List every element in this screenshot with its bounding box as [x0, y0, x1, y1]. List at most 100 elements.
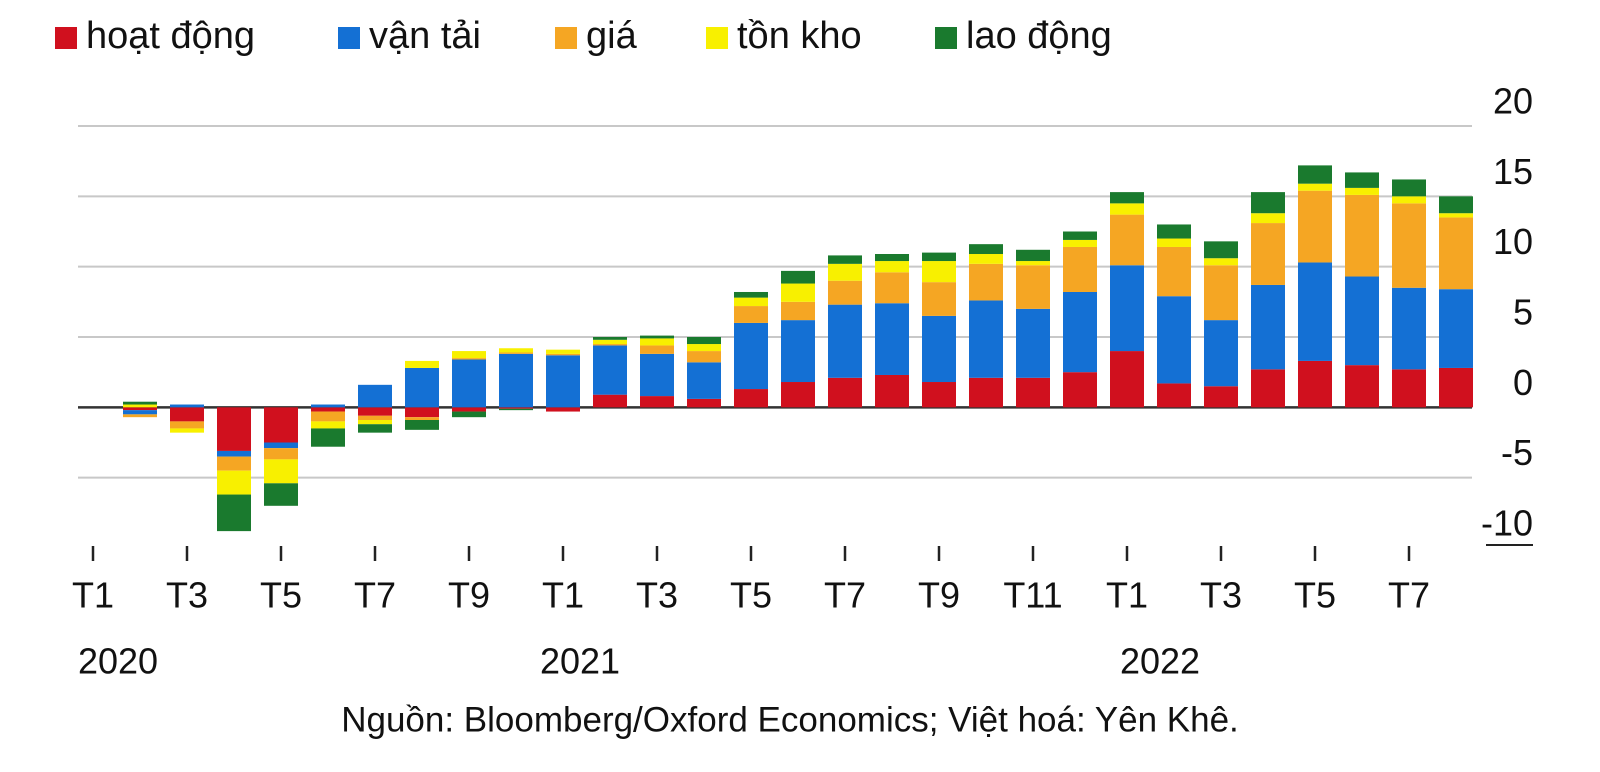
bar-segment	[264, 448, 298, 460]
bar-segment	[499, 352, 533, 354]
bar-segment	[1204, 258, 1238, 266]
bar-segment	[1251, 213, 1285, 224]
bar-segment	[358, 407, 392, 416]
bar-segment	[969, 244, 1003, 255]
x-tick-label: T7	[1388, 575, 1430, 616]
bar-segment	[593, 345, 627, 395]
bar-segment	[264, 483, 298, 506]
x-tick-label: T3	[1200, 575, 1242, 616]
bar-segment	[1204, 265, 1238, 321]
bar-segment	[1016, 308, 1050, 378]
bar-segment	[170, 407, 204, 422]
bar-segment	[1157, 246, 1191, 297]
bar-segment	[875, 374, 909, 408]
x-tick-label: T3	[166, 575, 208, 616]
bar-segment	[311, 407, 345, 412]
bar-segment	[640, 353, 674, 397]
bar-segment	[1439, 217, 1473, 290]
bar-segment	[1298, 183, 1332, 191]
bar-segment	[1110, 214, 1144, 266]
bar-segment	[264, 459, 298, 484]
legend-label: giá	[586, 15, 638, 57]
y-tick-label: 10	[1493, 221, 1533, 262]
bar-segment	[311, 404, 345, 408]
bar-segment	[593, 339, 627, 345]
x-tick-label: T5	[260, 575, 302, 616]
bar-segment	[1298, 165, 1332, 184]
bar-segment	[1439, 289, 1473, 368]
bar-segment	[405, 419, 439, 430]
bar-segment	[1439, 367, 1473, 408]
legend-swatch	[706, 27, 728, 49]
bar-segment	[922, 261, 956, 283]
bar-segment	[1063, 231, 1097, 240]
bar-segment	[781, 320, 815, 383]
bar-segment	[311, 428, 345, 447]
bar-segment	[828, 377, 862, 408]
bar-segment	[1157, 224, 1191, 239]
bar-segment	[828, 280, 862, 305]
bar-segment	[687, 351, 721, 363]
bar-segment	[499, 408, 533, 411]
bar-segment	[217, 494, 251, 532]
bar-segment	[1251, 369, 1285, 408]
legend-label: lao động	[966, 15, 1112, 57]
legend-label: tồn kho	[737, 15, 862, 57]
x-tick-label: T7	[354, 575, 396, 616]
bar-segment	[687, 337, 721, 345]
bar-segment	[1063, 291, 1097, 373]
x-tick-label: T7	[824, 575, 866, 616]
bar-segment	[828, 304, 862, 378]
bar-segment	[875, 303, 909, 375]
bar-segment	[405, 417, 439, 420]
bar-segment	[1063, 239, 1097, 247]
bar-segment	[452, 407, 486, 412]
y-tick-label: 0	[1513, 362, 1533, 403]
bar-segment	[1157, 296, 1191, 384]
x-tick-label: T11	[1003, 575, 1062, 616]
bar-segment	[452, 359, 486, 408]
bar-segment	[358, 424, 392, 433]
bar-segment	[123, 410, 157, 415]
bar-segment	[1392, 369, 1426, 408]
bar-segment	[969, 263, 1003, 301]
bar-segment	[1298, 360, 1332, 408]
bar-segment	[1157, 383, 1191, 408]
bar-segment	[781, 301, 815, 321]
bar-segment	[1439, 213, 1473, 218]
bar-segment	[640, 338, 674, 346]
bar-segment	[875, 272, 909, 304]
bar-segment	[1298, 262, 1332, 361]
bar-segment	[358, 415, 392, 420]
bar-segment	[969, 377, 1003, 408]
bar-segment	[593, 394, 627, 408]
bar-segment	[687, 398, 721, 408]
bar-segment	[546, 349, 580, 354]
legend-label: vận tải	[369, 15, 481, 57]
legend-swatch	[935, 27, 957, 49]
bar-segment	[1345, 276, 1379, 366]
bar-segment	[828, 263, 862, 281]
bar-segment	[1439, 196, 1473, 214]
bar-segment	[640, 396, 674, 408]
y-tick-label: 5	[1513, 292, 1533, 333]
source-note: Nguồn: Bloomberg/Oxford Economics; Việt …	[341, 700, 1239, 739]
x-tick-label: T5	[1294, 575, 1336, 616]
bar-segment	[217, 456, 251, 471]
bar-segment	[311, 411, 345, 422]
bar-segment	[499, 353, 533, 408]
year-label: 2020	[78, 641, 158, 682]
bar-segment	[1157, 238, 1191, 247]
bar-segment	[969, 254, 1003, 264]
bar-segment	[1110, 265, 1144, 352]
bar-segment	[781, 283, 815, 302]
bar-segment	[1110, 203, 1144, 215]
legend-label: hoạt động	[86, 15, 255, 57]
bar-segment	[734, 291, 768, 298]
bar-segment	[123, 404, 157, 408]
bar-segment	[1016, 261, 1050, 266]
bar-segment	[1251, 223, 1285, 285]
bar-segment	[546, 355, 580, 408]
bar-segment	[1251, 192, 1285, 214]
